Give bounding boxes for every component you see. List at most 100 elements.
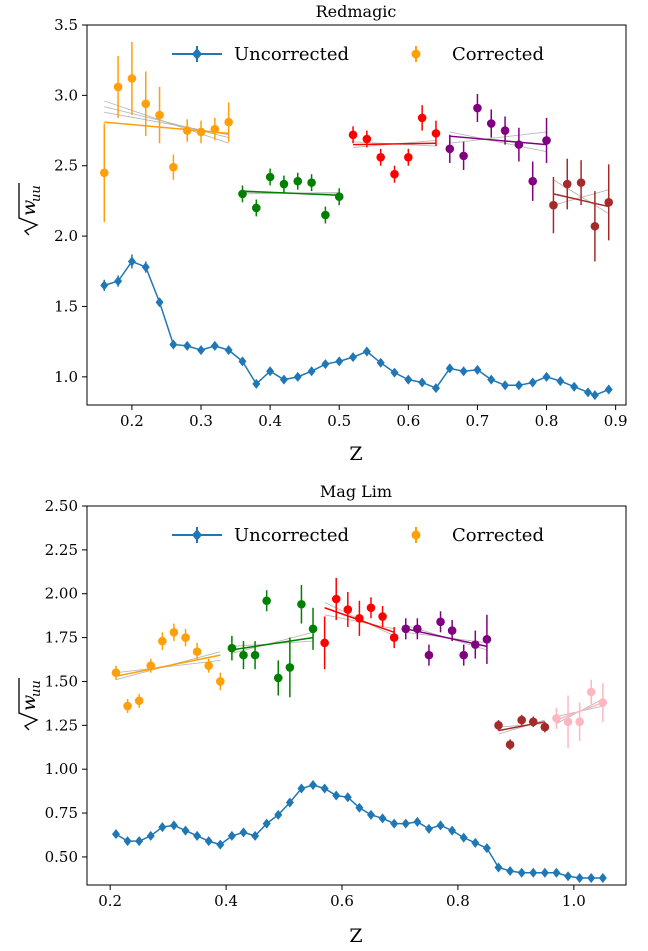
corrected-point [182, 126, 192, 135]
uncorrected-point [332, 790, 341, 801]
corrected-point [482, 635, 492, 644]
corrected-point [500, 126, 510, 135]
legend-label-uncorrected: Uncorrected [234, 44, 349, 65]
corrected-point [158, 636, 167, 646]
uncorrected-point [604, 384, 613, 395]
x-tick-label: 0.6 [330, 892, 354, 910]
uncorrected-point [279, 374, 288, 385]
corrected-point [169, 628, 179, 637]
corrected-point [252, 203, 261, 213]
y-tick-label: 2.00 [45, 585, 78, 603]
uncorrected-point [193, 830, 202, 841]
corrected-point [210, 124, 220, 134]
plot-area [99, 41, 614, 401]
corrected-point [473, 103, 482, 113]
uncorrected-point [114, 276, 123, 287]
uncorrected-point [413, 816, 422, 827]
fit-line [115, 654, 221, 677]
y-axis: 0.50 0.75 1.00 1.25 1.50 1.75 2.00 2.25 2.50 [45, 497, 87, 866]
uncorrected-point [135, 836, 144, 847]
uncorrected-point [390, 818, 399, 829]
fit-line-alt [115, 659, 221, 674]
x-tick-label: 0.7 [465, 412, 489, 430]
uncorrected-point [552, 867, 561, 878]
corrected-point [401, 624, 411, 634]
chart-mag-lim: Mag Lim 0.2 0.4 0.6 0.8 1.0 0.50 0.75 1.00 1.25… [18, 482, 627, 947]
y-tick-label: 2.25 [45, 541, 78, 559]
corrected-point [279, 179, 289, 189]
y-tick-label: 0.75 [45, 804, 78, 822]
svg-text:uu: uu [29, 185, 44, 202]
corrected-point [216, 677, 225, 686]
fit-line [353, 142, 436, 146]
y-tick-label: 1.75 [45, 629, 78, 647]
x-tick-label: 0.8 [535, 412, 559, 430]
svg-text:w: w [18, 200, 40, 216]
uncorrected-point [349, 352, 358, 363]
uncorrected-point [506, 865, 515, 876]
uncorrected-point [418, 377, 427, 388]
corrected-point [227, 643, 237, 653]
corrected-point [517, 715, 526, 725]
uncorrected-point [378, 813, 387, 824]
legend-marker-corrected [411, 49, 421, 59]
uncorrected-point [227, 830, 236, 841]
corrected-point [447, 626, 457, 635]
corrected-point [307, 178, 316, 187]
corrected-point [575, 717, 584, 727]
corrected-point [549, 200, 558, 210]
y-tick-label: 1.5 [54, 297, 78, 315]
y-axis-label: w uu [18, 183, 44, 236]
corrected-point [362, 134, 372, 144]
uncorrected-point [564, 871, 573, 882]
corrected-point [424, 650, 434, 660]
uncorrected-point [210, 340, 219, 351]
x-tick-label: 0.2 [120, 412, 144, 430]
chart-title: Mag Lim [320, 482, 392, 501]
uncorrected-point [376, 357, 385, 368]
corrected-point [486, 119, 496, 128]
x-tick-label: 0.2 [98, 892, 122, 910]
svg-text:w: w [18, 695, 40, 711]
uncorrected-point [169, 339, 178, 350]
corrected-point [590, 221, 600, 231]
uncorrected-point [123, 836, 132, 847]
y-tick-label: 1.0 [54, 368, 78, 386]
uncorrected-point [293, 371, 302, 382]
y-tick-label: 3.5 [54, 16, 78, 34]
uncorrected-point [459, 366, 468, 377]
uncorrected-point [366, 809, 375, 820]
uncorrected-line [115, 784, 603, 879]
corrected-point [134, 696, 144, 706]
uncorrected-point [204, 836, 213, 847]
corrected-point [321, 210, 330, 220]
uncorrected-point [473, 364, 482, 375]
x-tick-label: 1.0 [562, 892, 586, 910]
y-tick-label: 3.0 [54, 86, 78, 104]
uncorrected-point [285, 797, 294, 808]
y-tick-label: 0.50 [45, 848, 78, 866]
uncorrected-point [216, 839, 225, 850]
corrected-point [192, 647, 202, 656]
corrected-point [528, 176, 538, 186]
uncorrected-point [335, 356, 344, 367]
corrected-point [389, 633, 399, 642]
uncorrected-point [431, 383, 440, 394]
uncorrected-point [528, 377, 537, 388]
corrected-point [293, 176, 303, 186]
corrected-point [204, 661, 214, 670]
corrected-point [413, 624, 422, 634]
corrected-point [540, 722, 550, 732]
uncorrected-point [540, 867, 549, 878]
uncorrected-point [482, 843, 491, 854]
uncorrected-point [494, 862, 503, 873]
y-tick-label: 1.50 [45, 672, 78, 690]
corrected-point [436, 617, 445, 627]
corrected-point [334, 192, 344, 202]
corrected-point [250, 650, 260, 660]
uncorrected-point [598, 872, 607, 883]
uncorrected-point [501, 380, 510, 391]
corrected-point [390, 169, 399, 179]
uncorrected-point [459, 832, 468, 843]
corrected-point [604, 198, 614, 207]
